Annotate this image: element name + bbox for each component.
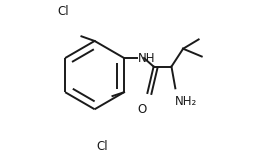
Text: Cl: Cl bbox=[57, 5, 69, 18]
Text: NH₂: NH₂ bbox=[175, 94, 198, 108]
Text: Cl: Cl bbox=[96, 140, 108, 153]
Text: NH: NH bbox=[138, 52, 156, 65]
Text: O: O bbox=[137, 103, 147, 116]
